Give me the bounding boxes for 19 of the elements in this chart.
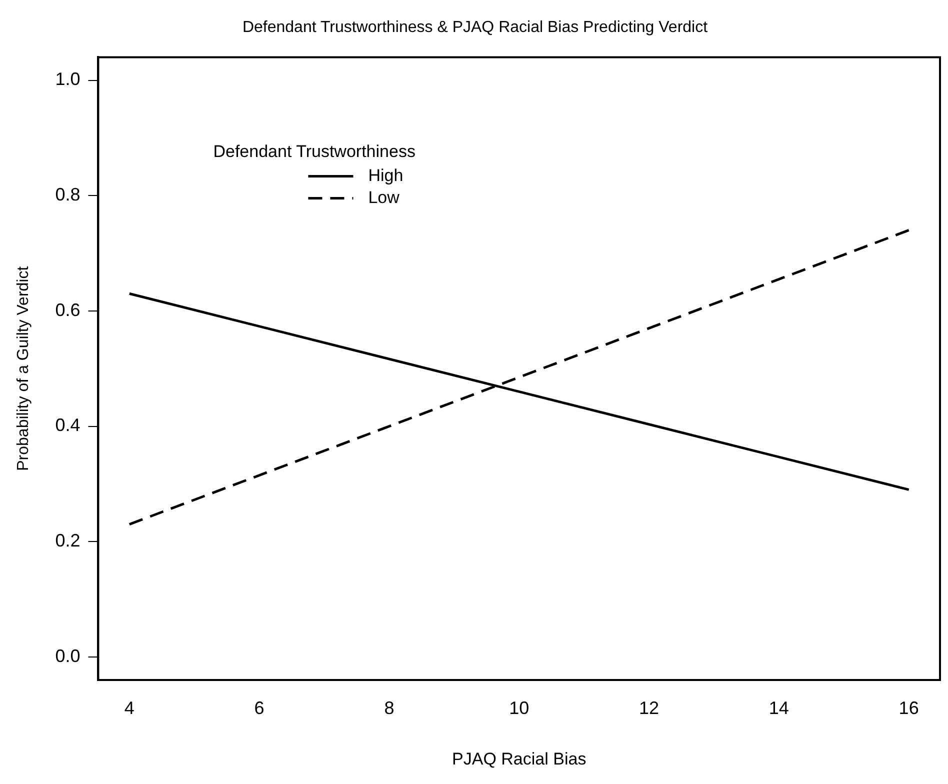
x-tick-label: 16 [898,698,919,718]
legend-label: Low [368,188,400,207]
y-tick-label: 1.0 [55,69,80,90]
legend-label: High [368,166,404,185]
x-tick-label: 12 [639,698,660,718]
x-tick-label: 14 [768,698,789,718]
y-tick-label: 0.4 [55,415,80,436]
x-tick-label: 10 [509,698,530,718]
y-axis-title: Probability of a Guilty Verdict [15,266,32,471]
x-tick-label: 8 [384,698,394,718]
y-tick-label: 0.0 [55,646,80,666]
x-tick-label: 4 [124,698,134,718]
x-tick-label: 6 [254,698,264,718]
y-tick-label: 0.6 [55,300,80,320]
y-tick-label: 0.2 [55,530,80,551]
x-axis-title: PJAQ Racial Bias [452,749,586,768]
y-tick-label: 0.8 [55,184,80,205]
chart-title: Defendant Trustworthiness & PJAQ Racial Bias Predicting Verdict [242,19,708,36]
legend-title: Defendant Trustworthiness [213,142,416,161]
